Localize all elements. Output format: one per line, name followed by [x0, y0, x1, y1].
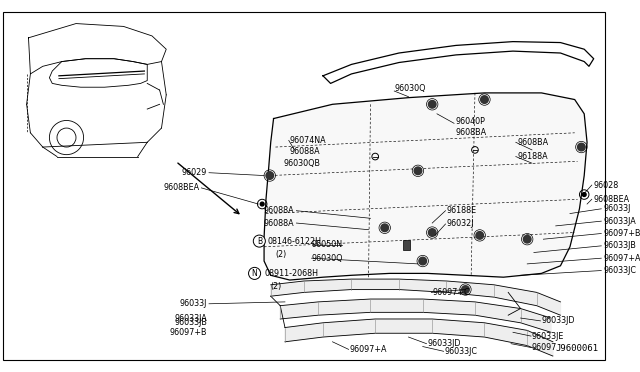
Text: 96097: 96097 [532, 343, 557, 352]
Text: J9600061: J9600061 [556, 344, 598, 353]
Text: (2): (2) [271, 282, 282, 291]
Text: 96088A: 96088A [264, 206, 294, 215]
Polygon shape [323, 42, 594, 83]
Text: 96088A: 96088A [264, 218, 294, 228]
Text: 9608BA: 9608BA [456, 128, 487, 137]
Bar [403, 240, 410, 250]
Circle shape [582, 193, 586, 196]
Text: 96040P: 96040P [456, 117, 486, 126]
Circle shape [260, 202, 264, 206]
Text: 96097+B: 96097+B [170, 328, 207, 337]
Circle shape [266, 172, 273, 179]
Circle shape [476, 232, 483, 239]
Text: 96033JD: 96033JD [541, 317, 575, 326]
Text: B: B [257, 237, 262, 246]
Text: 96074NA: 96074NA [290, 136, 326, 145]
Text: 96097+C: 96097+C [432, 288, 470, 297]
Text: 96097+A: 96097+A [604, 254, 640, 263]
Text: 08146-6122H: 08146-6122H [268, 237, 322, 246]
Text: 96097+B: 96097+B [604, 229, 640, 238]
Text: 96033JD: 96033JD [428, 339, 461, 348]
Polygon shape [285, 319, 553, 356]
Circle shape [481, 96, 488, 103]
Text: 96033J: 96033J [180, 299, 207, 308]
Text: N: N [252, 269, 257, 278]
Polygon shape [271, 279, 561, 315]
Text: 96028: 96028 [594, 180, 619, 190]
Circle shape [461, 286, 469, 294]
Text: 96033JC: 96033JC [445, 347, 477, 356]
Text: 96097+A: 96097+A [349, 345, 387, 354]
Text: 96032J: 96032J [447, 219, 474, 228]
Text: 96030QB: 96030QB [283, 159, 320, 168]
Circle shape [381, 224, 388, 232]
Circle shape [414, 167, 422, 174]
Text: 96033JE: 96033JE [532, 331, 564, 341]
Text: 96033JC: 96033JC [604, 266, 636, 275]
Text: 96188A: 96188A [518, 152, 548, 161]
Text: 96033JA: 96033JA [604, 217, 636, 226]
Text: 9608BEA: 9608BEA [594, 195, 630, 204]
Text: 96033J: 96033J [604, 204, 630, 213]
Text: 96033JB: 96033JB [604, 241, 636, 250]
Polygon shape [280, 299, 551, 332]
Circle shape [419, 257, 426, 265]
Text: 08911-2068H: 08911-2068H [264, 269, 318, 278]
Text: 96030Q: 96030Q [394, 84, 426, 93]
Text: 96033JA: 96033JA [174, 314, 207, 324]
Circle shape [428, 229, 436, 236]
Text: 96088A: 96088A [290, 147, 321, 156]
Text: 96033JB: 96033JB [174, 318, 207, 327]
Text: 96029: 96029 [182, 168, 207, 177]
Text: 96030Q: 96030Q [312, 254, 343, 263]
Text: 9608BEA: 9608BEA [163, 183, 200, 192]
Circle shape [577, 143, 585, 151]
Circle shape [428, 100, 436, 108]
Text: 96188E: 96188E [447, 206, 477, 215]
Text: 96050N: 96050N [312, 240, 342, 249]
Circle shape [524, 235, 531, 243]
Text: (2): (2) [275, 250, 287, 259]
Text: 9608BA: 9608BA [518, 138, 549, 147]
Polygon shape [264, 93, 587, 280]
